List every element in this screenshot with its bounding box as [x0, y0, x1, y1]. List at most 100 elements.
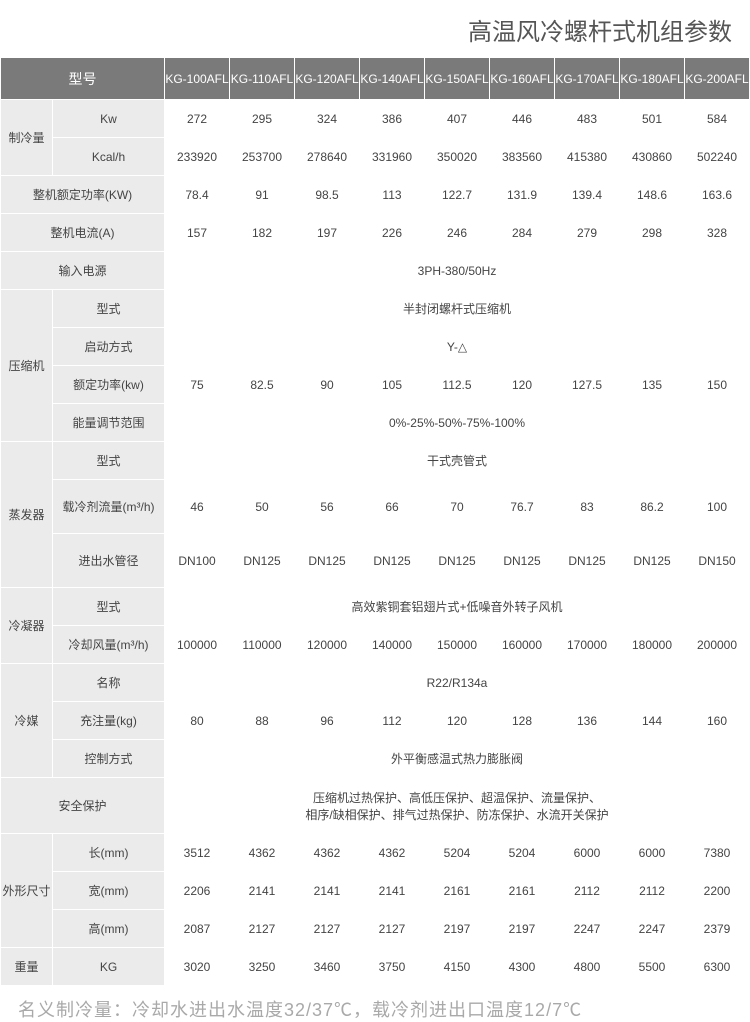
cell: 163.6 — [685, 176, 750, 214]
cell: 200000 — [685, 626, 750, 664]
row-group-refrigerant: 冷媒 — [1, 664, 53, 778]
cell: 100000 — [165, 626, 230, 664]
cell: DN100 — [165, 534, 230, 588]
table-row: 控制方式 外平衡感温式热力膨胀阀 — [1, 740, 750, 778]
row-label: 能量调节范围 — [53, 404, 165, 442]
cell: 3460 — [295, 948, 360, 986]
cell: 98.5 — [295, 176, 360, 214]
model-header: 型号 — [1, 58, 165, 100]
cell: 324 — [295, 100, 360, 138]
cell: 4300 — [490, 948, 555, 986]
model-col: KG-170AFL — [555, 58, 620, 100]
model-col: KG-150AFL — [425, 58, 490, 100]
cell: 96 — [295, 702, 360, 740]
cell: 157 — [165, 214, 230, 252]
cell: DN125 — [490, 534, 555, 588]
cell: 2197 — [490, 910, 555, 948]
cell: 78.4 — [165, 176, 230, 214]
cell: 2141 — [360, 872, 425, 910]
model-col: KG-180AFL — [620, 58, 685, 100]
table-row: 外形尺寸 长(mm) 35124362436243625204520460006… — [1, 834, 750, 872]
cell: 46 — [165, 480, 230, 534]
cell: 136 — [555, 702, 620, 740]
cell: 86.2 — [620, 480, 685, 534]
cell: 6000 — [620, 834, 685, 872]
row-group-cooling: 制冷量 — [1, 100, 53, 176]
row-label: 输入电源 — [1, 252, 165, 290]
cell: 328 — [685, 214, 750, 252]
cell: 2200 — [685, 872, 750, 910]
model-col: KG-100AFL — [165, 58, 230, 100]
cell: 253700 — [230, 138, 295, 176]
table-row: 安全保护 压缩机过热保护、高低压保护、超温保护、流量保护、 相序/缺相保护、排气… — [1, 778, 750, 834]
cell: 2161 — [425, 872, 490, 910]
row-group-condenser: 冷凝器 — [1, 588, 53, 664]
table-row: 输入电源 3PH-380/50Hz — [1, 252, 750, 290]
cell: 90 — [295, 366, 360, 404]
cell: 113 — [360, 176, 425, 214]
cell: 160000 — [490, 626, 555, 664]
cell: 386 — [360, 100, 425, 138]
cell-span: 外平衡感温式热力膨胀阀 — [165, 740, 750, 778]
table-row: 进出水管径 DN100DN125DN125DN125DN125DN125DN12… — [1, 534, 750, 588]
cell: 182 — [230, 214, 295, 252]
cell: 150 — [685, 366, 750, 404]
row-group-compressor: 压缩机 — [1, 290, 53, 442]
header-row: 型号 KG-100AFL KG-110AFL KG-120AFL KG-140A… — [1, 58, 750, 100]
table-row: 整机电流(A) 157182197226246284279298328 — [1, 214, 750, 252]
cell-span: R22/R134a — [165, 664, 750, 702]
cell: 331960 — [360, 138, 425, 176]
cell: 383560 — [490, 138, 555, 176]
cell: DN125 — [360, 534, 425, 588]
cell: 197 — [295, 214, 360, 252]
table-row: 能量调节范围 0%-25%-50%-75%-100% — [1, 404, 750, 442]
page-title: 高温风冷螺杆式机组参数 — [0, 0, 750, 57]
cell-span: 0%-25%-50%-75%-100% — [165, 404, 750, 442]
cell: 120000 — [295, 626, 360, 664]
table-row: 宽(mm) 2206214121412141216121612112211222… — [1, 872, 750, 910]
row-label: 安全保护 — [1, 778, 165, 834]
table-row: 启动方式 Y-△ — [1, 328, 750, 366]
model-col: KG-120AFL — [295, 58, 360, 100]
row-label: KG — [53, 948, 165, 986]
cell-span: 高效紫铜套铝翅片式+低噪音外转子风机 — [165, 588, 750, 626]
protection-line2: 相序/缺相保护、排气过热保护、防冻保护、水流开关保护 — [305, 808, 608, 822]
cell: 100 — [685, 480, 750, 534]
table-row: 冷媒 名称 R22/R134a — [1, 664, 750, 702]
cell: 226 — [360, 214, 425, 252]
cell: 7380 — [685, 834, 750, 872]
table-row: Kcal/h 233920253700278640331960350020383… — [1, 138, 750, 176]
cell: 50 — [230, 480, 295, 534]
cell: 82.5 — [230, 366, 295, 404]
cell: 75 — [165, 366, 230, 404]
cell: 2379 — [685, 910, 750, 948]
cell: 3512 — [165, 834, 230, 872]
cell-span: 3PH-380/50Hz — [165, 252, 750, 290]
model-col: KG-140AFL — [360, 58, 425, 100]
cell: 122.7 — [425, 176, 490, 214]
cell: 66 — [360, 480, 425, 534]
row-label: 启动方式 — [53, 328, 165, 366]
protection-line1: 压缩机过热保护、高低压保护、超温保护、流量保护、 — [313, 791, 601, 805]
cell: 502240 — [685, 138, 750, 176]
cell: 5500 — [620, 948, 685, 986]
cell: 2141 — [230, 872, 295, 910]
cell: 2247 — [555, 910, 620, 948]
cell: 246 — [425, 214, 490, 252]
cell: 120 — [490, 366, 555, 404]
cell: 2087 — [165, 910, 230, 948]
cell: 2206 — [165, 872, 230, 910]
cell: 415380 — [555, 138, 620, 176]
cell: 5204 — [490, 834, 555, 872]
cell-span: 半封闭螺杆式压缩机 — [165, 290, 750, 328]
row-group-evaporator: 蒸发器 — [1, 442, 53, 588]
cell: 2141 — [295, 872, 360, 910]
cell: 112 — [360, 702, 425, 740]
model-col: KG-110AFL — [230, 58, 295, 100]
row-label: 名称 — [53, 664, 165, 702]
cell: 2197 — [425, 910, 490, 948]
cell: 120 — [425, 702, 490, 740]
cell: DN125 — [230, 534, 295, 588]
cell: 5204 — [425, 834, 490, 872]
cell: DN125 — [555, 534, 620, 588]
